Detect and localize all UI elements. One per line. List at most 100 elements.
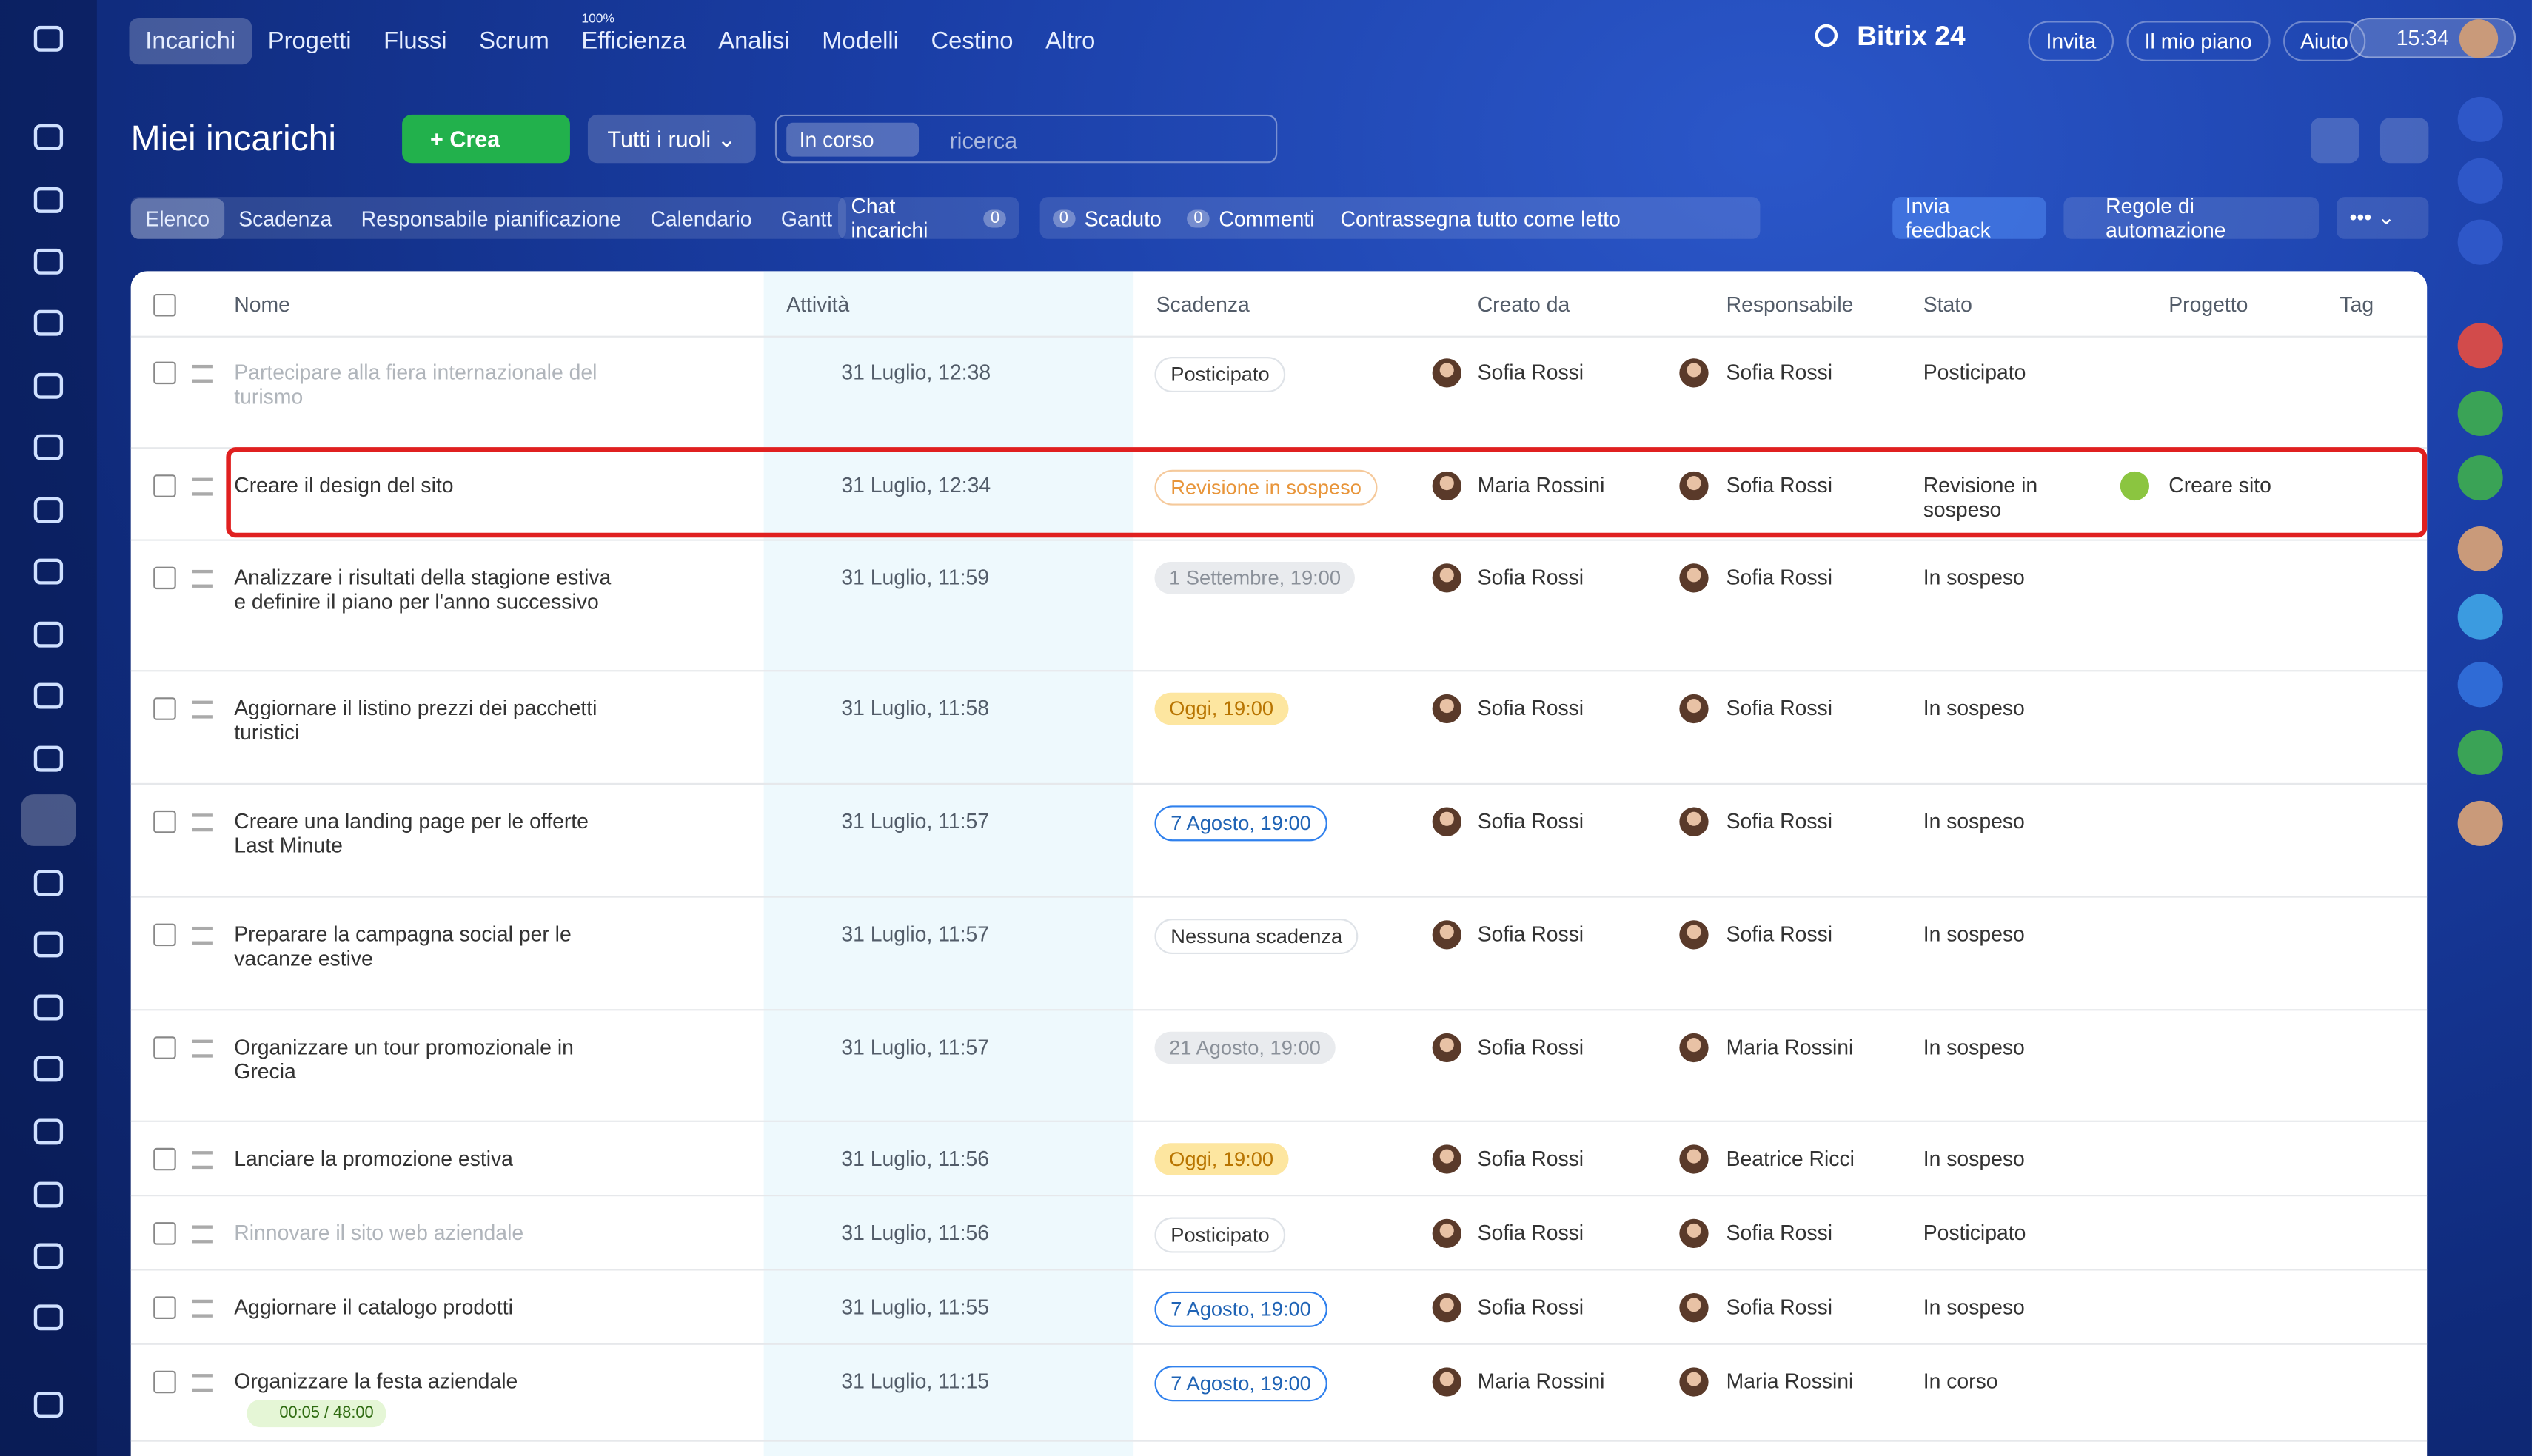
responsible[interactable]: Sofia Rossi <box>1726 565 1833 590</box>
drag-handle[interactable] <box>192 1374 213 1392</box>
nav-item[interactable]: Efficienza 100% <box>581 10 686 55</box>
column-header[interactable]: Nome <box>234 292 290 317</box>
created-by[interactable]: Sofia Rossi <box>1477 808 1584 833</box>
drag-handle[interactable] <box>192 813 213 832</box>
task-row[interactable]: Aggiornare il catalogo prodotti 31 Luglio… <box>130 1271 2428 1345</box>
drag-handle[interactable] <box>192 1299 213 1318</box>
nav-item[interactable]: Flussi <box>384 26 447 55</box>
row-checkbox[interactable] <box>153 1147 176 1171</box>
created-by[interactable]: Sofia Rossi <box>1477 696 1584 720</box>
drag-handle[interactable] <box>192 1225 213 1244</box>
sidebar-icon[interactable] <box>33 931 64 958</box>
created-by[interactable]: Sofia Rossi <box>1477 1220 1584 1245</box>
sidebar-icon[interactable] <box>33 124 64 150</box>
responsible[interactable]: Sofia Rossi <box>1726 696 1833 720</box>
task-name[interactable]: Aggiornare il catalogo prodotti <box>234 1295 514 1319</box>
sidebar-icon[interactable] <box>33 1181 64 1208</box>
deadline[interactable]: 1 Settembre, 19:00 <box>1154 562 1356 594</box>
column-header[interactable]: Creato da <box>1477 292 1570 317</box>
column-header[interactable]: Scadenza <box>1156 292 1250 317</box>
sidebar-icon[interactable] <box>33 558 64 585</box>
right-sidebar-item[interactable] <box>2457 594 2503 640</box>
row-checkbox[interactable] <box>153 566 176 590</box>
sidebar-icon[interactable] <box>33 187 64 213</box>
column-header[interactable]: Responsabile <box>1726 292 1854 317</box>
top-button[interactable]: Il mio piano <box>2126 21 2270 61</box>
task-name[interactable]: Partecipare alla fiera internazionale de… <box>234 360 597 409</box>
task-name[interactable]: Analizzare i risultati della stagione es… <box>234 565 612 614</box>
responsible[interactable]: Maria Rossini <box>1726 1369 1854 1394</box>
responsible[interactable]: Sofia Rossi <box>1726 1220 1833 1245</box>
right-sidebar-item[interactable] <box>2457 390 2503 436</box>
sidebar-icon[interactable] <box>33 309 64 336</box>
drag-handle[interactable] <box>192 477 213 496</box>
right-sidebar-item[interactable] <box>2457 219 2503 265</box>
search-box[interactable]: In corso ricerca <box>774 114 1278 164</box>
top-button[interactable]: Aiuto <box>2283 21 2366 61</box>
task-row[interactable]: Creare una landing page per le offerte L… <box>130 785 2428 898</box>
created-by[interactable]: Sofia Rossi <box>1477 1146 1584 1171</box>
responsible[interactable]: Sofia Rossi <box>1726 922 1833 947</box>
chat-tab[interactable]: Chat incarichi 0 <box>837 194 1019 242</box>
column-header[interactable]: Attività <box>786 292 850 317</box>
roles-button[interactable]: Tutti i ruoli ⌄ <box>587 114 756 164</box>
header-checkbox[interactable] <box>153 293 176 317</box>
nav-item[interactable]: Altro <box>1045 26 1096 55</box>
row-checkbox[interactable] <box>153 1296 176 1319</box>
settings-button[interactable] <box>2311 118 2359 164</box>
view-tab[interactable]: Elenco <box>130 198 224 238</box>
sidebar-icon[interactable] <box>33 1243 64 1269</box>
sidebar-icon[interactable] <box>33 434 64 460</box>
task-row[interactable]: Analizzare i risultati della stagione es… <box>130 541 2428 672</box>
task-row[interactable]: Partecipare alla fiera internazionale de… <box>130 336 2428 449</box>
feedback-button[interactable]: Invia feedback <box>1892 194 2046 242</box>
search-icon[interactable] <box>1815 24 1838 47</box>
sidebar-icon[interactable] <box>33 1304 64 1331</box>
sidebar-icon[interactable] <box>33 870 64 896</box>
row-checkbox[interactable] <box>153 361 176 385</box>
deadline[interactable]: 7 Agosto, 19:00 <box>1154 1366 1327 1402</box>
right-sidebar-item[interactable] <box>2457 96 2503 142</box>
responsible[interactable]: Beatrice Ricci <box>1726 1146 1855 1171</box>
responsible[interactable]: Sofia Rossi <box>1726 808 1833 833</box>
deadline[interactable]: 7 Agosto, 19:00 <box>1154 1291 1327 1327</box>
deadline[interactable]: Posticipato <box>1154 357 1286 393</box>
deadline[interactable]: 7 Agosto, 19:00 <box>1154 805 1327 842</box>
right-sidebar-item[interactable] <box>2457 729 2503 775</box>
created-by[interactable]: Sofia Rossi <box>1477 1295 1584 1319</box>
drag-handle[interactable] <box>192 700 213 719</box>
mark-read[interactable]: Contrassegna tutto come letto <box>1340 206 1621 230</box>
responsible[interactable]: Sofia Rossi <box>1726 473 1833 497</box>
drag-handle[interactable] <box>192 364 213 383</box>
task-row[interactable]: Organizzare la festa aziendale 00:05 / 48… <box>130 1345 2428 1442</box>
task-row[interactable]: Rinnovare il sito web aziendale 31 Luglio… <box>130 1196 2428 1271</box>
view-tab[interactable]: Gantt <box>780 206 833 230</box>
task-name[interactable]: Lanciare la promozione estiva <box>234 1146 513 1171</box>
nav-item[interactable]: Modelli <box>822 26 899 55</box>
task-name[interactable]: Rinnovare il sito web aziendale <box>234 1220 524 1245</box>
created-by[interactable]: Sofia Rossi <box>1477 565 1584 590</box>
task-name[interactable]: Organizzare un tour promozionale in Grec… <box>234 1035 574 1084</box>
drag-handle[interactable] <box>192 1039 213 1058</box>
view-tab[interactable]: Scadenza <box>238 206 332 230</box>
created-by[interactable]: Sofia Rossi <box>1477 922 1584 947</box>
task-row[interactable]: Lanciare la promozione estiva 31 Luglio, … <box>130 1122 2428 1197</box>
sidebar-icon[interactable] <box>33 497 64 523</box>
deadline[interactable]: Posticipato <box>1154 1217 1286 1253</box>
comments-label[interactable]: Commenti <box>1219 206 1315 230</box>
sidebar-icon[interactable] <box>21 794 76 846</box>
automation-button[interactable]: Regole di automazione <box>2063 194 2320 242</box>
sidebar-icon[interactable] <box>33 994 64 1021</box>
created-by[interactable]: Sofia Rossi <box>1477 1035 1584 1059</box>
deadline[interactable]: Revisione in sospeso <box>1154 469 1378 506</box>
drag-handle[interactable] <box>192 569 213 588</box>
responsible[interactable]: Sofia Rossi <box>1726 360 1833 385</box>
sidebar-icon[interactable] <box>33 621 64 648</box>
task-name[interactable]: Preparare la campagna social per le vaca… <box>234 922 572 970</box>
responsible[interactable]: Maria Rossini <box>1726 1035 1854 1059</box>
deadline[interactable]: Nessuna scadenza <box>1154 919 1359 955</box>
deadline[interactable]: Oggi, 19:00 <box>1154 1143 1288 1175</box>
task-name[interactable]: Aggiornare il listino prezzi dei pacchet… <box>234 696 597 745</box>
row-checkbox[interactable] <box>153 474 176 497</box>
task-name[interactable]: Creare il design del sito <box>234 473 454 497</box>
